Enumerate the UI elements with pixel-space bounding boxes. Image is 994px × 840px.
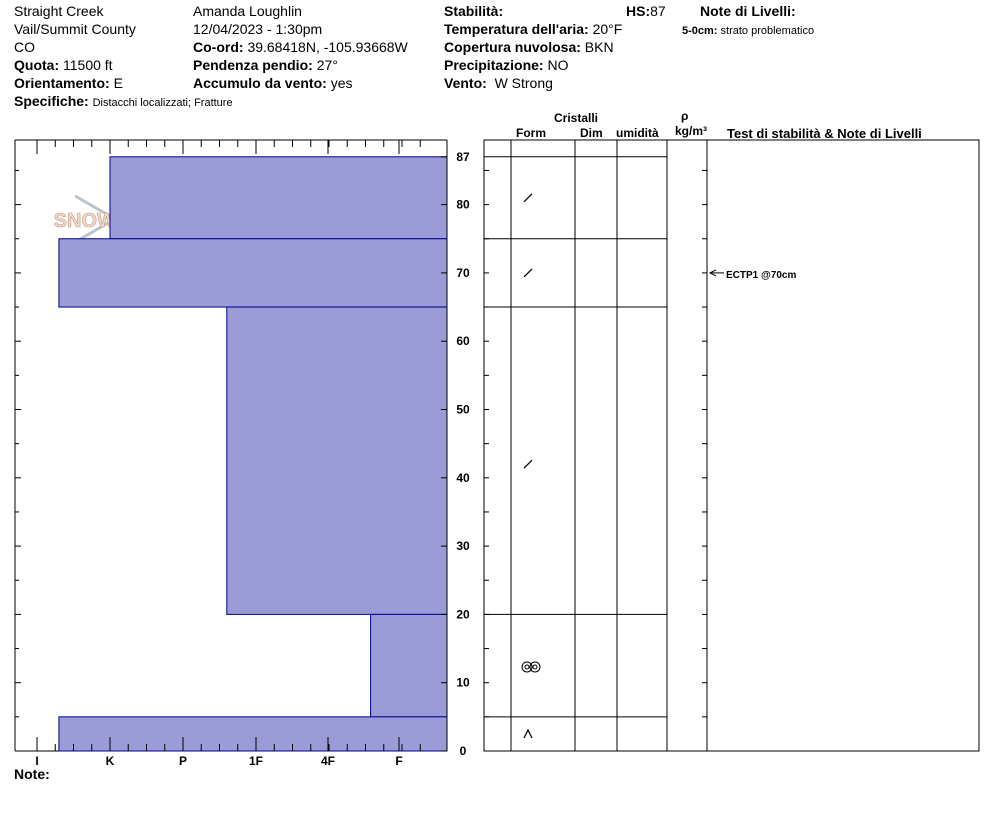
aspect-row: Orientamento: E [14,75,123,92]
hs-label: HS: [626,3,651,19]
precipitation-row: Precipitazione: NO [444,57,568,74]
height-tick-label: 80 [456,198,470,212]
hardness-tick-label: P [179,754,187,768]
cloud-cover-row: Copertura nuvolosa: BKN [444,39,614,56]
stability-tests-header: Test di stabilità & Note di Livelli [727,126,922,141]
specifics-value: Distacchi localizzati; Fratture [92,97,233,109]
wind-row: Vento: W Strong [444,75,553,92]
layer-bar [109,156,448,240]
observation-datetime: 12/04/2023 - 1:30pm [193,21,323,37]
logo-snowflake-arm [74,194,116,221]
air-temp-label: Temperatura dell'aria: [444,21,589,37]
location-line-3: CO [14,39,35,55]
aspect-label: Orientamento: [14,75,110,91]
air-temp-value: 20°F [592,21,623,37]
height-tick-label: 30 [456,539,470,553]
precipitation-value: NO [547,57,569,73]
air-temp-row: Temperatura dell'aria: 20°F [444,21,622,38]
stability-label: Stabilità: [444,3,504,19]
wind-loading-label: Accumulo da vento: [193,75,327,91]
observer-name: Amanda Loughlin [193,3,302,19]
elevation-value: 11500 ft [63,57,113,73]
form-header: Form [516,126,546,140]
precipitation-label: Precipitazione: [444,57,544,73]
wind-loading-value: yes [330,75,353,91]
grain-form-precipitation-icon [523,268,533,278]
elevation-row: Quota: 11500 ft [14,57,113,74]
wind-value: W Strong [494,75,553,91]
aspect-value: E [113,75,123,91]
density-unit: kg/m³ [675,124,708,138]
hs-value: 87 [650,3,666,19]
cloud-cover-value: BKN [584,39,614,55]
stability-test-label: ECTP1 @70cm [726,270,797,281]
height-tick-label: 20 [456,607,470,621]
slope-label: Pendenza pendio: [193,57,313,73]
grain-form-rounded-icon [529,661,541,673]
layer-notes-label: Note di Livelli: [700,3,796,19]
hardness-tick-label: I [35,754,38,768]
specifics-row: Specifiche: Distacchi localizzati; Fratt… [14,93,233,112]
layer-note-depth: 5-0cm: [682,25,718,37]
layer-bar [370,613,448,718]
hardness-tick-label: 4F [321,754,335,768]
height-tick-label: 50 [456,403,470,417]
crystals-header: Cristalli [554,111,599,125]
layer-bar [58,716,448,752]
layer-bar [58,238,448,308]
layer-table-frame [483,139,980,752]
grain-form-rounded-icon [532,664,538,670]
layer-bar [226,306,448,615]
cloud-cover-label: Copertura nuvolosa: [444,39,581,55]
hardness-tick-label: K [106,754,115,768]
size-header: Dim [580,126,603,140]
height-tick-label: 10 [456,676,470,690]
height-tick-label: 70 [456,266,470,280]
wind-label: Vento: [444,75,487,91]
density-symbol: ρ [681,109,689,123]
height-tick-label: 40 [456,471,470,485]
location-line-1: Straight Creek [14,3,104,19]
grain-form-depth-hoar-icon [523,728,533,739]
slope-row: Pendenza pendio: 27° [193,57,338,74]
height-tick-label: 60 [456,334,470,348]
hs-row: HS:87 [626,3,666,20]
wind-loading-row: Accumulo da vento: yes [193,75,352,92]
location-line-2: Vail/Summit County [14,21,136,37]
slope-value: 27° [316,57,338,73]
specifics-label: Specifiche: [14,93,89,109]
grain-form-rounded-icon [521,661,533,673]
grain-form-precipitation-icon [523,459,533,469]
grain-form-precipitation-icon [523,193,533,203]
moisture-header: umidità [616,126,659,140]
coordinates-value: 39.68418N, -105.93668W [247,39,408,55]
notes-label: Note: [14,766,50,782]
height-tick-label: 87 [456,150,470,164]
height-tick-label: 0 [460,744,467,758]
hardness-tick-label: 1F [249,754,263,768]
layer-note-text: strato problematico [720,25,815,37]
coordinates-row: Co-ord: 39.68418N, -105.93668W [193,39,408,56]
elevation-label: Quota: [14,57,60,73]
logo-snowflake-arm [74,217,116,244]
grain-form-rounded-icon [524,664,530,670]
stability-test-arrowhead [708,269,717,277]
coordinates-label: Co-ord: [193,39,244,55]
hardness-tick-label: F [395,754,402,768]
layer-note-row: 5-0cm: strato problematico [682,23,814,40]
